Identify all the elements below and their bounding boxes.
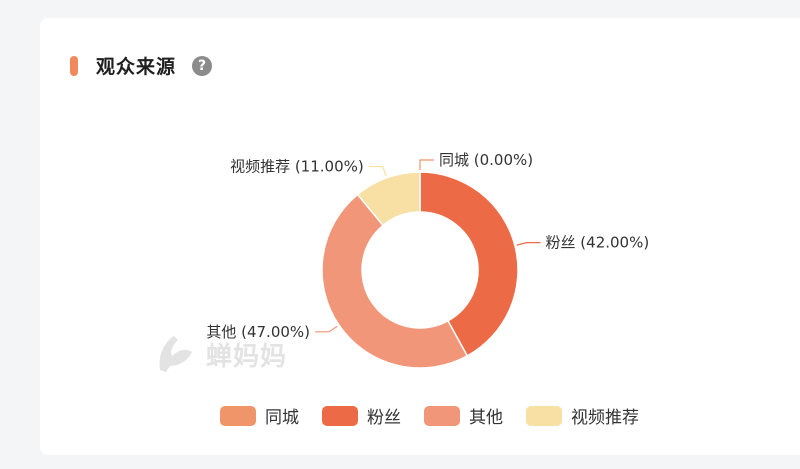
slice-label-2: 其他 (47.00%) <box>206 323 310 341</box>
legend-swatch <box>322 405 358 426</box>
watermark-logo-icon <box>159 336 192 372</box>
audience-source-card: 观众来源 ? <box>40 18 800 455</box>
donut-slice-1[interactable] <box>419 171 519 357</box>
donut-slice-3[interactable] <box>356 171 421 227</box>
help-icon[interactable]: ? <box>192 55 213 76</box>
leader-line-2 <box>315 325 338 333</box>
leader-line-0 <box>419 159 434 170</box>
legend-label: 粉丝 <box>367 408 401 428</box>
legend-item-3[interactable]: 视频推荐 <box>526 403 639 428</box>
slice-label-3: 视频推荐 (11.00%) <box>230 158 364 176</box>
legend-swatch <box>526 405 562 426</box>
donut-slice-2[interactable] <box>321 193 469 369</box>
watermark: 蝉妈妈 <box>152 330 287 378</box>
leader-line-1 <box>516 242 541 246</box>
title-accent-bar <box>70 55 78 76</box>
legend-item-2[interactable]: 其他 <box>424 403 503 428</box>
legend-item-0[interactable]: 同城 <box>220 403 299 428</box>
slice-label-0: 同城 (0.00%) <box>439 151 533 169</box>
chart-legend: 同城 粉丝 其他 视频推荐 <box>220 403 662 428</box>
watermark-text: 蝉妈妈 <box>206 341 288 372</box>
legend-label: 其他 <box>469 408 503 428</box>
legend-label: 视频推荐 <box>571 408 639 428</box>
legend-swatch <box>220 405 256 426</box>
legend-item-1[interactable]: 粉丝 <box>322 403 401 428</box>
card-header: 观众来源 ? <box>70 52 213 79</box>
card-title: 观众来源 <box>96 56 177 78</box>
slice-label-1: 粉丝 (42.00%) <box>546 234 650 252</box>
leader-line-3 <box>368 165 387 177</box>
legend-swatch <box>424 405 460 426</box>
legend-label: 同城 <box>265 408 299 428</box>
